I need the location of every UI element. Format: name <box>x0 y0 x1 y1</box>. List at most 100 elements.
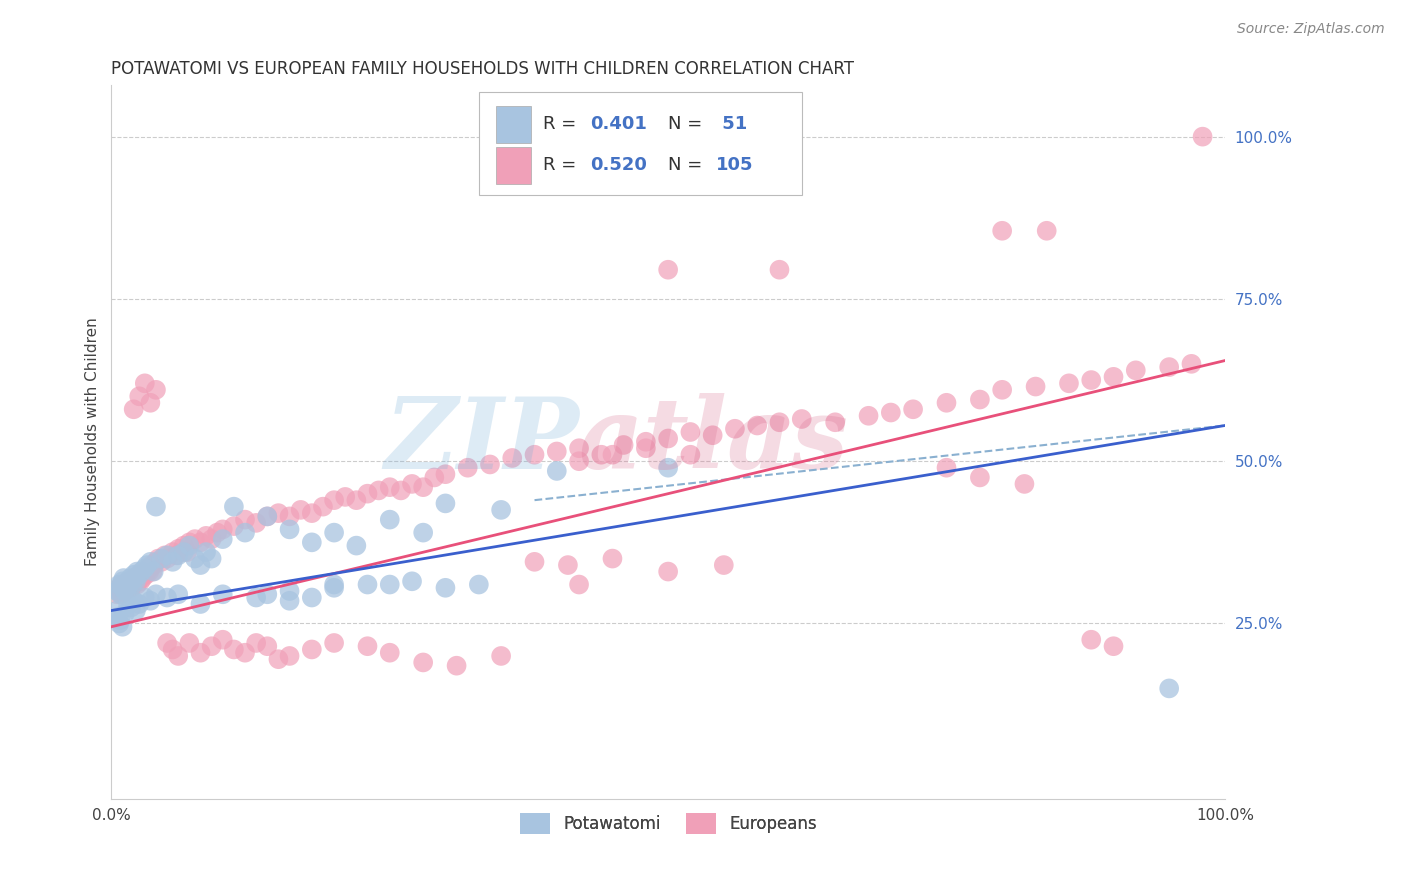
Point <box>679 448 702 462</box>
Point <box>222 519 245 533</box>
Point <box>602 551 624 566</box>
Point <box>211 522 233 536</box>
Point <box>790 412 813 426</box>
Point <box>378 480 401 494</box>
Point <box>156 636 179 650</box>
Point <box>142 558 165 572</box>
Point <box>724 422 747 436</box>
Text: R =: R = <box>544 156 582 175</box>
Point <box>184 551 207 566</box>
Point <box>129 574 152 589</box>
Point <box>173 545 195 559</box>
Point <box>290 503 312 517</box>
Point <box>489 503 512 517</box>
Point <box>278 509 301 524</box>
Point <box>138 565 160 579</box>
Point <box>880 405 903 419</box>
Point <box>1035 224 1057 238</box>
Point <box>267 652 290 666</box>
Point <box>167 549 190 563</box>
Point <box>1014 477 1036 491</box>
Point <box>108 616 131 631</box>
Point <box>190 558 212 572</box>
Point <box>201 639 224 653</box>
Point <box>201 551 224 566</box>
Point <box>184 532 207 546</box>
Point <box>423 470 446 484</box>
Point <box>245 516 267 530</box>
Point <box>115 581 138 595</box>
Point <box>768 415 790 429</box>
Point <box>679 425 702 439</box>
Point <box>120 574 142 589</box>
Point <box>233 525 256 540</box>
Point <box>356 577 378 591</box>
Text: 51: 51 <box>716 115 747 133</box>
Point <box>110 577 132 591</box>
Point <box>131 565 153 579</box>
Point <box>568 577 591 591</box>
Point <box>1057 376 1080 391</box>
Point <box>1180 357 1202 371</box>
Point <box>256 587 278 601</box>
Point <box>356 639 378 653</box>
Text: 0.520: 0.520 <box>591 156 647 175</box>
Point <box>378 513 401 527</box>
Point <box>139 555 162 569</box>
Text: Source: ZipAtlas.com: Source: ZipAtlas.com <box>1237 22 1385 37</box>
Point <box>335 490 357 504</box>
Point <box>657 262 679 277</box>
Point <box>167 648 190 663</box>
Point <box>657 432 679 446</box>
Point <box>142 565 165 579</box>
Point <box>657 565 679 579</box>
Text: 0.401: 0.401 <box>591 115 647 133</box>
Point <box>312 500 335 514</box>
Point <box>125 565 148 579</box>
Point <box>111 577 134 591</box>
Point <box>173 539 195 553</box>
Text: 105: 105 <box>716 156 754 175</box>
Point <box>278 648 301 663</box>
Point <box>747 418 769 433</box>
Point <box>568 441 591 455</box>
Point <box>356 486 378 500</box>
Point <box>991 224 1014 238</box>
Point <box>190 535 212 549</box>
Point <box>412 656 434 670</box>
Point <box>278 584 301 599</box>
Point <box>153 549 176 563</box>
Point <box>114 584 136 599</box>
Point <box>142 565 165 579</box>
Point <box>114 607 136 621</box>
Point <box>145 555 167 569</box>
Point <box>156 591 179 605</box>
Point <box>1102 639 1125 653</box>
Point <box>1102 369 1125 384</box>
Point <box>121 577 143 591</box>
Text: N =: N = <box>668 156 709 175</box>
Y-axis label: Family Households with Children: Family Households with Children <box>86 318 100 566</box>
Point <box>824 415 846 429</box>
Point <box>233 513 256 527</box>
Point <box>165 549 187 563</box>
Point <box>150 551 173 566</box>
Point <box>121 577 143 591</box>
Point <box>568 454 591 468</box>
Point <box>128 597 150 611</box>
Point <box>367 483 389 498</box>
Text: POTAWATOMI VS EUROPEAN FAMILY HOUSEHOLDS WITH CHILDREN CORRELATION CHART: POTAWATOMI VS EUROPEAN FAMILY HOUSEHOLDS… <box>111 60 855 78</box>
Point <box>233 646 256 660</box>
Point <box>105 584 128 599</box>
Point <box>131 571 153 585</box>
Point <box>344 539 367 553</box>
Point <box>201 532 224 546</box>
Point <box>122 571 145 585</box>
Point <box>991 383 1014 397</box>
Point <box>457 460 479 475</box>
Point <box>190 597 212 611</box>
Point <box>122 567 145 582</box>
Point <box>702 428 724 442</box>
Point <box>111 581 134 595</box>
Point <box>111 574 134 589</box>
